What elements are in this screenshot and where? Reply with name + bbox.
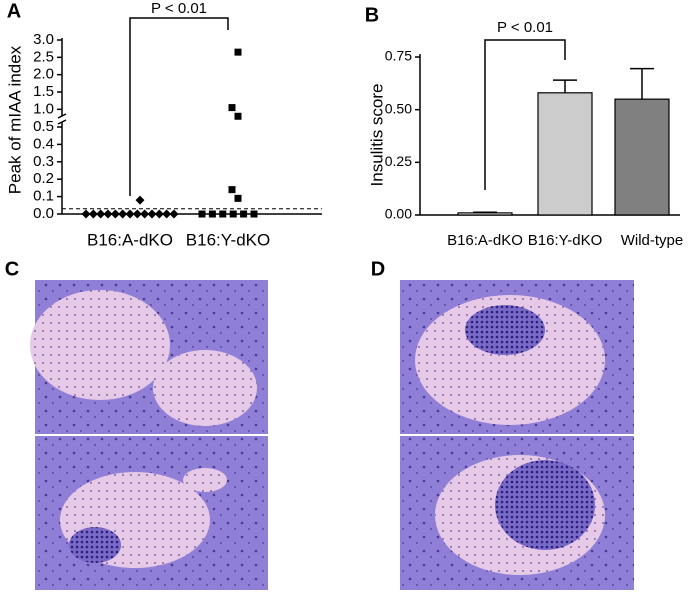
y-tick-label: 0.5 (33, 118, 54, 135)
point (229, 210, 237, 218)
bar (614, 98, 670, 216)
point (219, 210, 227, 218)
panel-label: C (5, 258, 19, 280)
point (96, 209, 106, 219)
y-tick-label: 0.2 (33, 170, 54, 187)
x-tick-label: B16:A-dKO (87, 230, 173, 249)
y-tick-label: 0.0 (33, 205, 54, 222)
point (118, 209, 128, 219)
y-tick-label: 2.5 (33, 48, 54, 65)
y-tick-label: 0.50 (385, 100, 412, 116)
y-axis-label: Peak of mIAA index (5, 45, 24, 194)
point (88, 209, 98, 219)
point (208, 210, 216, 218)
point (81, 209, 91, 219)
point (228, 104, 236, 112)
y-tick-label: 0.1 (33, 188, 54, 205)
y-axis-label: Insulitis score (367, 84, 386, 187)
y-tick-label: 0.75 (385, 48, 412, 64)
point (125, 209, 135, 219)
x-tick-label: B16:A-dKO (447, 232, 523, 249)
panel-label: D (371, 258, 385, 280)
significance-bracket (129, 17, 229, 196)
bar (537, 92, 593, 216)
y-tick-label: 1.5 (33, 83, 54, 100)
y-tick-label: 0.4 (33, 135, 54, 152)
point (198, 210, 206, 218)
significance-bracket (484, 39, 566, 190)
annotation: P < 0.01 (497, 19, 553, 36)
histology-d (400, 280, 634, 590)
point (250, 210, 258, 218)
point (147, 209, 157, 219)
point (234, 194, 242, 202)
point (132, 209, 142, 219)
point (228, 186, 236, 194)
point (234, 112, 242, 120)
x-tick-label: Wild-type (621, 232, 684, 249)
panel-label: B (365, 4, 379, 26)
point (135, 195, 145, 205)
y-tick-label: 3.0 (33, 31, 54, 48)
point (162, 209, 172, 219)
histology-c (30, 280, 268, 590)
x-tick-label: B16:Y-dKO (528, 232, 603, 249)
y-tick-label: 1.0 (33, 100, 54, 117)
point (103, 209, 113, 219)
y-tick-label: 0.00 (385, 206, 412, 222)
point (154, 209, 164, 219)
panel-label: A (7, 0, 21, 22)
point (140, 209, 150, 219)
y-tick-label: 0.25 (385, 153, 412, 169)
axis-break (57, 113, 67, 119)
y-tick-label: 2.0 (33, 66, 54, 83)
point (240, 210, 248, 218)
point (110, 209, 120, 219)
bar (457, 212, 513, 216)
annotation: P < 0.01 (151, 0, 207, 17)
point (234, 48, 242, 56)
axis-break (57, 119, 67, 125)
y-tick-label: 0.3 (33, 153, 54, 170)
point (169, 209, 179, 219)
x-tick-label: B16:Y-dKO (186, 230, 270, 249)
